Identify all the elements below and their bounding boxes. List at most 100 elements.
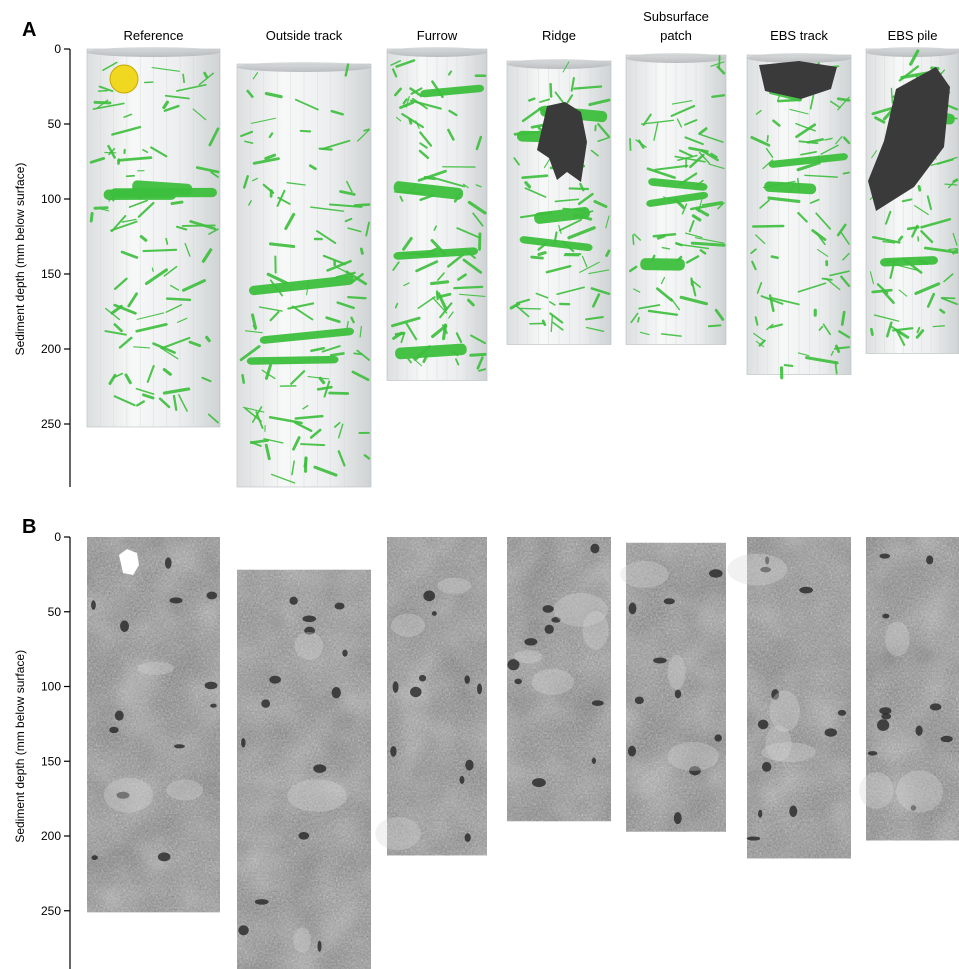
ct-burrow-spot — [313, 764, 327, 773]
burrow-fragment — [447, 128, 455, 141]
burrow-fragment — [874, 116, 886, 124]
burrow-fragment — [570, 76, 575, 92]
burrow-fragment — [700, 149, 719, 162]
burrow-fragment — [475, 135, 483, 151]
burrow-fragment — [628, 265, 638, 273]
burrow-fragment — [111, 125, 142, 136]
burrow-fragment — [699, 249, 707, 255]
burrow-fragment — [133, 346, 151, 349]
burrow-fragment — [276, 189, 286, 207]
burrow-fragment — [264, 443, 271, 461]
burrow-fragment — [401, 113, 424, 129]
column-title: Outside track — [266, 28, 343, 43]
burrow-fragment — [394, 331, 406, 336]
burrow-fragment — [252, 72, 259, 80]
burrow-fragment — [308, 164, 317, 171]
burrow-fragment — [290, 370, 306, 385]
tick-label-b: 50 — [48, 605, 62, 619]
ct-burrow-spot — [459, 775, 465, 784]
burrow-fragment — [182, 73, 186, 84]
ct-light-patch — [620, 560, 669, 588]
burrow-fragment — [135, 322, 168, 333]
burrow-fragment — [335, 266, 350, 275]
core-3d-4 — [625, 53, 727, 345]
burrow-fragment — [291, 460, 295, 476]
burrow-fragment — [309, 428, 322, 439]
burrow-fragment — [158, 397, 171, 409]
ct-burrow-spot — [542, 605, 554, 613]
burrow-fragment — [294, 421, 313, 432]
burrow-fragment — [915, 329, 925, 339]
burrow-fragment — [117, 156, 153, 162]
burrow-fragment — [646, 167, 676, 179]
burrow-fragment — [286, 182, 306, 186]
ct-burrow-spot — [464, 675, 470, 684]
burrow-fragment — [530, 255, 544, 260]
burrow-fragment — [162, 100, 169, 110]
ct-burrow-spot — [392, 681, 399, 693]
burrow-fragment — [821, 277, 833, 281]
burrow-fragment — [901, 198, 913, 203]
burrow-fragment — [707, 324, 722, 328]
burrow-fragment — [654, 164, 689, 171]
ct-light-patch — [137, 661, 175, 675]
burrow-fragment — [467, 298, 475, 307]
burrow-fragment — [751, 260, 757, 271]
burrow-fragment — [100, 208, 110, 212]
core-cap — [626, 53, 726, 63]
burrow-fragment — [299, 129, 312, 133]
burrow-fragment — [302, 405, 309, 410]
ct-burrow-spot — [879, 707, 892, 715]
burrow-tube — [646, 191, 709, 207]
burrow-fragment — [830, 350, 834, 356]
burrow-fragment — [684, 119, 698, 126]
burrow-fragment — [417, 296, 436, 309]
burrow-fragment — [585, 326, 605, 333]
burrow-fragment — [817, 248, 829, 257]
ct-burrow-spot — [544, 624, 554, 634]
burrow-fragment — [246, 89, 254, 98]
burrow-fragment — [824, 137, 833, 141]
burrow-fragment — [250, 117, 277, 124]
burrow-fragment — [698, 151, 711, 165]
ct-burrow-spot — [238, 925, 249, 936]
burrow-fragment — [710, 152, 718, 159]
burrow-fragment — [292, 436, 301, 451]
burrow-fragment — [581, 255, 588, 268]
burrow-tube — [259, 327, 355, 344]
burrow-fragment — [767, 196, 801, 204]
burrow-fragment — [178, 394, 188, 412]
ct-burrow-spot — [591, 757, 597, 764]
burrow-fragment — [685, 255, 700, 264]
burrow-fragment — [670, 298, 681, 311]
burrow-fragment — [840, 310, 846, 326]
burrow-fragment — [114, 277, 128, 290]
burrow-fragment — [268, 415, 303, 425]
ct-light-patch — [885, 621, 910, 657]
burrow-fragment — [201, 248, 213, 263]
burrow-fragment — [284, 212, 296, 231]
burrow-fragment — [316, 230, 337, 244]
burrow-fragment — [263, 438, 284, 444]
burrow-fragment — [642, 113, 652, 126]
burrow-fragment — [241, 373, 246, 384]
ct-burrow-spot — [709, 569, 723, 578]
ct-light-patch — [166, 779, 203, 801]
burrow-fragment — [554, 198, 580, 203]
burrow-fragment — [151, 267, 154, 272]
burrow-fragment — [359, 247, 364, 255]
ct-light-patch — [667, 741, 719, 771]
burrow-fragment — [112, 372, 124, 379]
burrow-fragment — [399, 101, 415, 109]
dark-feature — [537, 102, 587, 182]
burrow-fragment — [671, 100, 693, 105]
axis-title-b: Sediment depth (mm below surface) — [13, 650, 27, 843]
burrow-fragment — [579, 261, 600, 273]
tick-label-b: 250 — [41, 904, 61, 918]
burrow-fragment — [684, 232, 703, 239]
burrow-fragment — [137, 201, 155, 218]
burrow-fragment — [402, 98, 408, 105]
burrow-fragment — [203, 71, 209, 79]
burrow-fragment — [411, 97, 428, 110]
ct-light-patch — [761, 742, 816, 763]
